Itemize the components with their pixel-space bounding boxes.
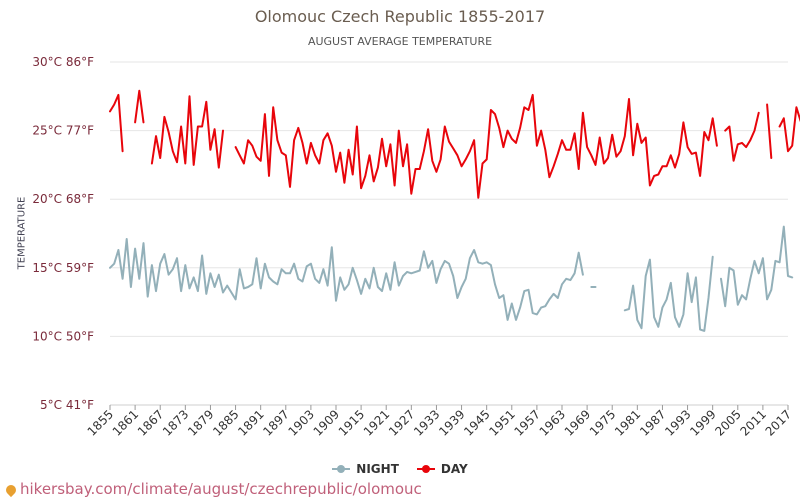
x-tick-label: 1861 — [110, 407, 141, 438]
legend-item-day[interactable]: DAY — [416, 462, 468, 476]
x-tick-label: 2011 — [738, 407, 769, 438]
x-tick-label: 1933 — [411, 407, 442, 438]
x-tick-label: 1957 — [512, 407, 543, 438]
y-tick-label: 10°C 50°F — [32, 329, 94, 343]
x-tick-label: 1915 — [336, 407, 367, 438]
x-tick-label: 1969 — [562, 407, 593, 438]
x-tick-label: 1921 — [361, 407, 392, 438]
y-tick-label: 15°C 59°F — [32, 261, 94, 275]
x-tick-label: 1987 — [637, 407, 668, 438]
day-line-icon — [416, 465, 435, 473]
x-tick-label: 1945 — [461, 407, 492, 438]
x-tick-label: 1999 — [687, 407, 718, 438]
legend-label-day: DAY — [440, 462, 468, 476]
series-line-day — [109, 93, 124, 153]
location-pin-icon — [3, 482, 19, 498]
x-tick-label: 2017 — [763, 407, 794, 438]
x-tick-label: 1951 — [486, 407, 517, 438]
series-line-day — [778, 106, 800, 153]
x-tick-label: 1975 — [587, 407, 618, 438]
chart-title: Olomouc Czech Republic 1855-2017 — [254, 7, 546, 26]
x-tick-label: 1909 — [311, 407, 342, 438]
x-tick-label: 1981 — [612, 407, 643, 438]
x-tick-label: 1879 — [185, 407, 216, 438]
legend-label-night: NIGHT — [356, 462, 399, 476]
y-tick-label: 30°C 86°F — [32, 55, 94, 69]
series-line-day — [134, 89, 145, 124]
source-url: hikersbay.com/climate/august/czechrepubl… — [20, 480, 422, 498]
y-tick-label: 20°C 68°F — [32, 192, 94, 206]
series-line-day — [724, 111, 760, 162]
y-tick-label: 5°C 41°F — [40, 398, 94, 412]
night-line-icon — [332, 465, 351, 473]
legend-item-night[interactable]: NIGHT — [332, 462, 399, 476]
legend: NIGHT DAY — [0, 462, 800, 476]
x-tick-label: 1867 — [135, 407, 166, 438]
x-tick-label: 1891 — [235, 407, 266, 438]
chart-subtitle: AUGUST AVERAGE TEMPERATURE — [307, 35, 493, 48]
series-line-night — [623, 255, 714, 332]
series-line-night — [720, 225, 794, 308]
y-tick-label: 25°C 77°F — [32, 124, 94, 138]
x-tick-label: 1963 — [537, 407, 568, 438]
x-tick-label: 1993 — [662, 407, 693, 438]
source-link[interactable]: hikersbay.com/climate/august/czechrepubl… — [3, 480, 422, 498]
series-line-night — [109, 238, 584, 321]
x-tick-label: 1939 — [436, 407, 467, 438]
series-line-day — [234, 93, 718, 199]
x-tick-label: 1927 — [386, 407, 417, 438]
x-tick-label: 1885 — [210, 407, 241, 438]
series-line-day — [766, 103, 773, 159]
series-line-day — [150, 95, 224, 169]
x-tick-label: 1897 — [260, 407, 291, 438]
x-tick-label: 1903 — [286, 407, 317, 438]
x-tick-label: 2005 — [712, 407, 743, 438]
x-tick-label: 1873 — [160, 407, 191, 438]
